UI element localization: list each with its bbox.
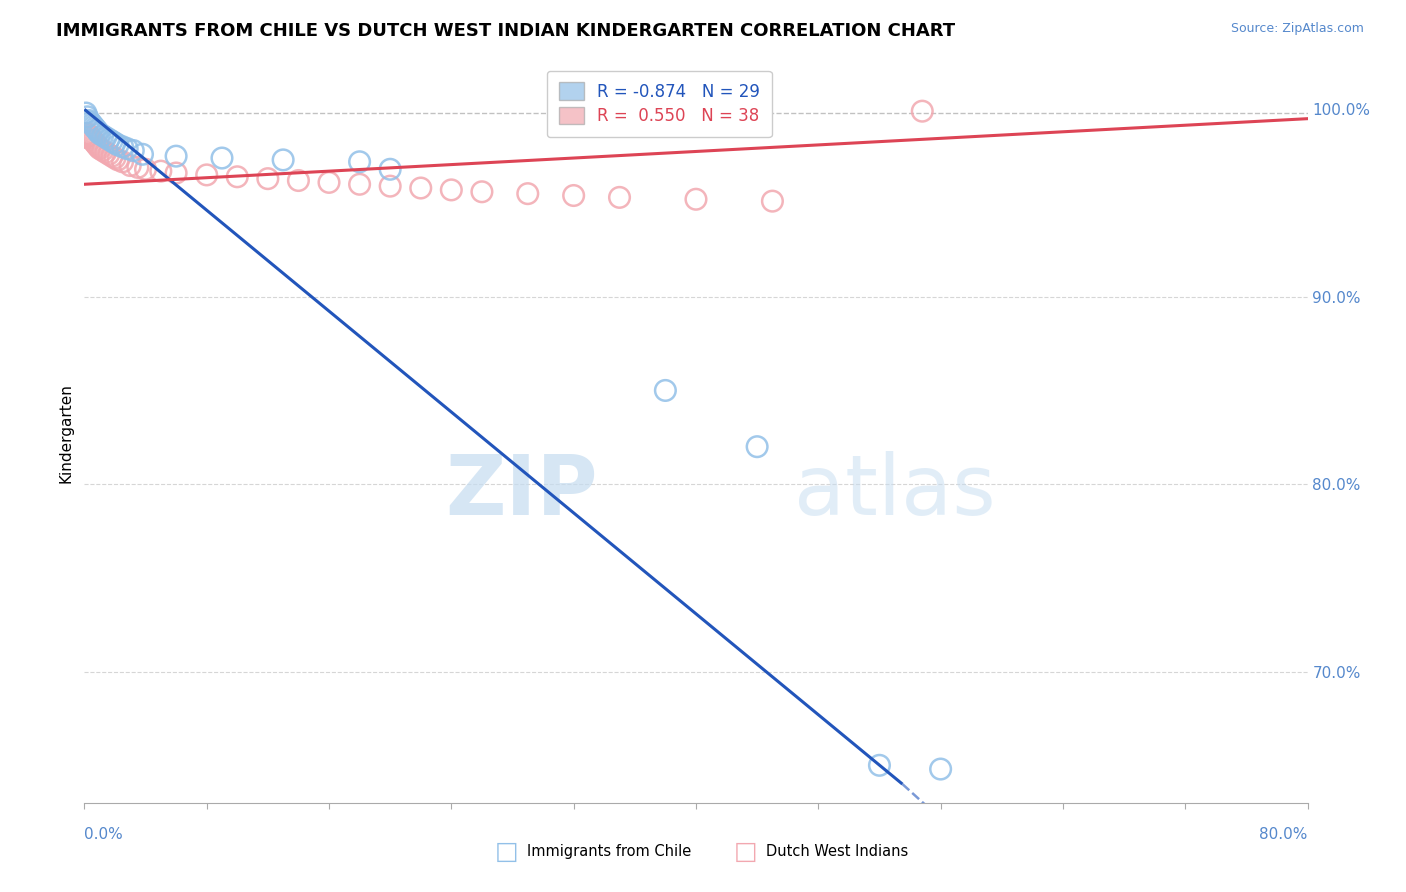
Point [97,147,120,161]
Text: 0.0%: 0.0% [84,827,124,841]
Point [79,130,101,145]
Point [104,136,127,150]
Point [380,179,402,194]
Point [349,154,371,169]
Point [562,188,585,202]
Point [127,161,149,175]
Point [83,119,105,133]
Point [80,117,103,131]
Point [440,183,463,197]
Point [107,137,129,152]
Y-axis label: Kindergarten: Kindergarten [58,383,73,483]
Legend: R = -0.874   N = 29, R =  0.550   N = 38: R = -0.874 N = 29, R = 0.550 N = 38 [547,70,772,137]
Text: ZIP: ZIP [446,451,598,533]
Point [75,106,97,120]
Point [77,113,100,128]
Point [97,132,120,146]
Text: Dutch West Indians: Dutch West Indians [766,845,908,859]
Point [211,151,233,165]
Text: □: □ [495,840,517,863]
Point [84,136,107,150]
Point [75,130,97,145]
Point [111,154,134,169]
Point [380,162,402,177]
Point [271,153,294,167]
Text: atlas: atlas [794,451,995,533]
Text: IMMIGRANTS FROM CHILE VS DUTCH WEST INDIAN KINDERGARTEN CORRELATION CHART: IMMIGRANTS FROM CHILE VS DUTCH WEST INDI… [56,22,955,40]
Point [76,110,98,124]
Point [101,149,124,163]
Point [94,130,117,145]
Point [115,142,138,156]
Text: 80.0%: 80.0% [1260,827,1308,841]
Point [84,121,107,136]
Point [122,144,145,158]
Point [135,162,157,177]
Point [76,127,98,141]
Point [929,762,952,776]
Point [761,194,783,208]
Text: □: □ [734,840,756,863]
Point [318,175,340,189]
Point [685,192,707,206]
Point [89,127,111,141]
Point [869,758,891,772]
Point [131,147,153,161]
Point [747,440,769,454]
Point [149,164,172,178]
Point [77,128,100,143]
Point [165,149,187,163]
Text: Source: ZipAtlas.com: Source: ZipAtlas.com [1230,22,1364,36]
Point [111,140,134,154]
Point [86,123,108,137]
Point [409,181,432,195]
Point [911,104,934,119]
Point [86,137,108,152]
Point [87,140,110,154]
Point [107,153,129,167]
Point [471,185,494,199]
Point [94,145,117,160]
Point [609,190,631,204]
Point [89,142,111,156]
Point [654,384,676,398]
Point [226,169,249,184]
Point [287,173,309,187]
Point [79,115,101,129]
Point [91,144,114,158]
Text: Immigrants from Chile: Immigrants from Chile [527,845,692,859]
Point [101,134,124,148]
Point [87,125,110,139]
Point [349,178,371,192]
Point [91,128,114,143]
Point [516,186,538,201]
Point [257,171,280,186]
Point [80,132,103,146]
Point [195,168,218,182]
Point [120,159,142,173]
Point [104,151,127,165]
Point [165,166,187,180]
Point [83,134,105,148]
